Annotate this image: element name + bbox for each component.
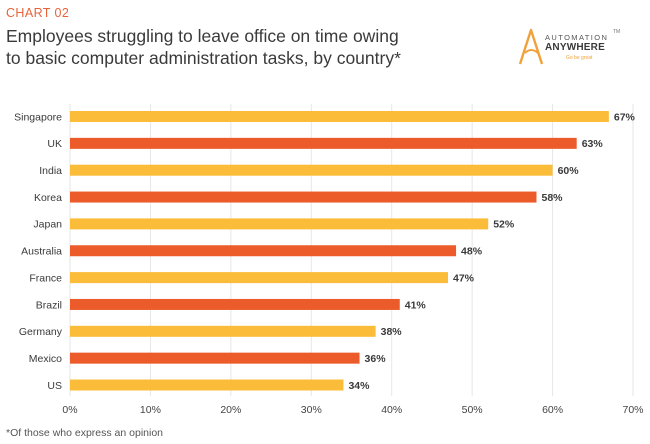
x-tick-label: 10% (140, 404, 161, 416)
x-tick-label: 60% (542, 404, 563, 416)
value-label: 60% (558, 165, 580, 177)
value-label: 58% (541, 192, 563, 204)
bar (70, 111, 609, 122)
logo-top-text: AUTOMATION (545, 33, 609, 42)
x-tick-label: 30% (301, 404, 322, 416)
bar (70, 352, 360, 364)
value-label: 52% (493, 219, 515, 231)
category-label: Korea (34, 192, 62, 204)
category-label: Singapore (14, 111, 62, 123)
category-label: US (47, 380, 62, 392)
bar (70, 325, 376, 337)
value-label: 38% (381, 326, 403, 338)
x-tick-label: 0% (62, 404, 77, 416)
category-label: Japan (33, 219, 62, 231)
title-line-1: Employees struggling to leave office on … (6, 26, 399, 46)
x-tick-label: 20% (220, 404, 241, 416)
chart-title: Employees struggling to leave office on … (6, 25, 476, 69)
logo-main-text: ANYWHERE (545, 42, 605, 53)
bar (70, 298, 400, 310)
footnote: *Of those who express an opinion (6, 427, 164, 439)
title-line-2: to basic computer administration tasks, … (6, 48, 401, 68)
category-label: Germany (19, 326, 63, 338)
x-tick-label: 50% (462, 404, 483, 416)
logo-tagline: Go be great (566, 55, 593, 61)
value-label: 48% (461, 246, 483, 258)
category-label: Brazil (36, 299, 62, 311)
x-tick-label: 40% (381, 404, 402, 416)
bar (70, 218, 489, 230)
logo-trademark: TM (613, 29, 621, 35)
bar (70, 164, 553, 176)
category-label: UK (47, 138, 62, 150)
x-tick-label: 70% (622, 404, 643, 416)
automation-anywhere-logo: AUTOMATION TM ANYWHERE Go be great (518, 27, 622, 67)
chart-number: CHART 02 (6, 6, 70, 20)
value-label: 67% (614, 111, 636, 123)
bar (70, 137, 577, 149)
category-label: Mexico (29, 353, 62, 365)
value-label: 63% (582, 138, 604, 150)
bar (70, 245, 457, 257)
bar (70, 379, 344, 391)
bar (70, 191, 537, 203)
bar (70, 272, 449, 284)
category-label: France (29, 272, 62, 284)
value-label: 41% (405, 299, 427, 311)
value-label: 47% (453, 272, 475, 284)
value-label: 34% (348, 380, 370, 392)
logo-a-icon (518, 28, 544, 65)
category-label: Australia (21, 246, 62, 258)
category-label: India (39, 165, 62, 177)
value-label: 36% (365, 353, 387, 365)
